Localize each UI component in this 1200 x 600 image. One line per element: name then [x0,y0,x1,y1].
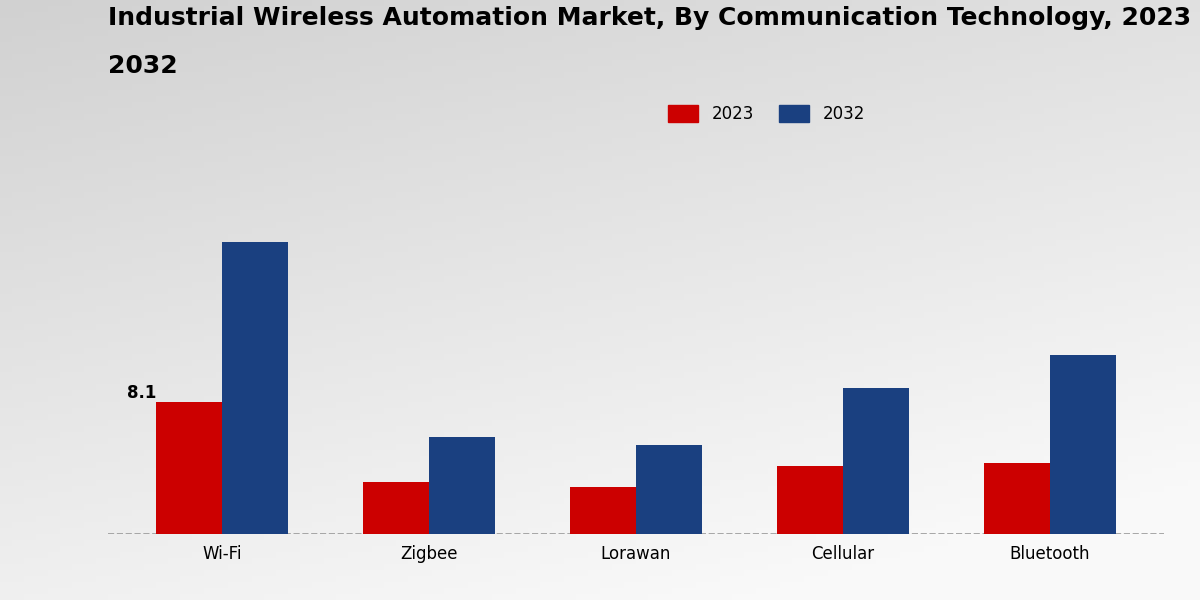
Text: Industrial Wireless Automation Market, By Communication Technology, 2023 &: Industrial Wireless Automation Market, B… [108,6,1200,30]
Bar [362,482,430,534]
Bar [222,241,288,534]
Bar [842,388,910,534]
Bar [1050,355,1116,534]
Bar [430,437,496,534]
Bar [776,466,842,534]
Bar [570,487,636,534]
Text: 2032: 2032 [108,54,178,78]
Legend: 2023, 2032: 2023, 2032 [668,105,865,123]
Bar [984,463,1050,534]
Bar [636,445,702,534]
Text: 8.1: 8.1 [127,383,156,401]
Bar [156,403,222,534]
